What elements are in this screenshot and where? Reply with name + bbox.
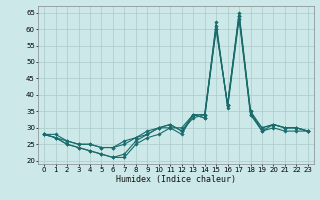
X-axis label: Humidex (Indice chaleur): Humidex (Indice chaleur) (116, 175, 236, 184)
